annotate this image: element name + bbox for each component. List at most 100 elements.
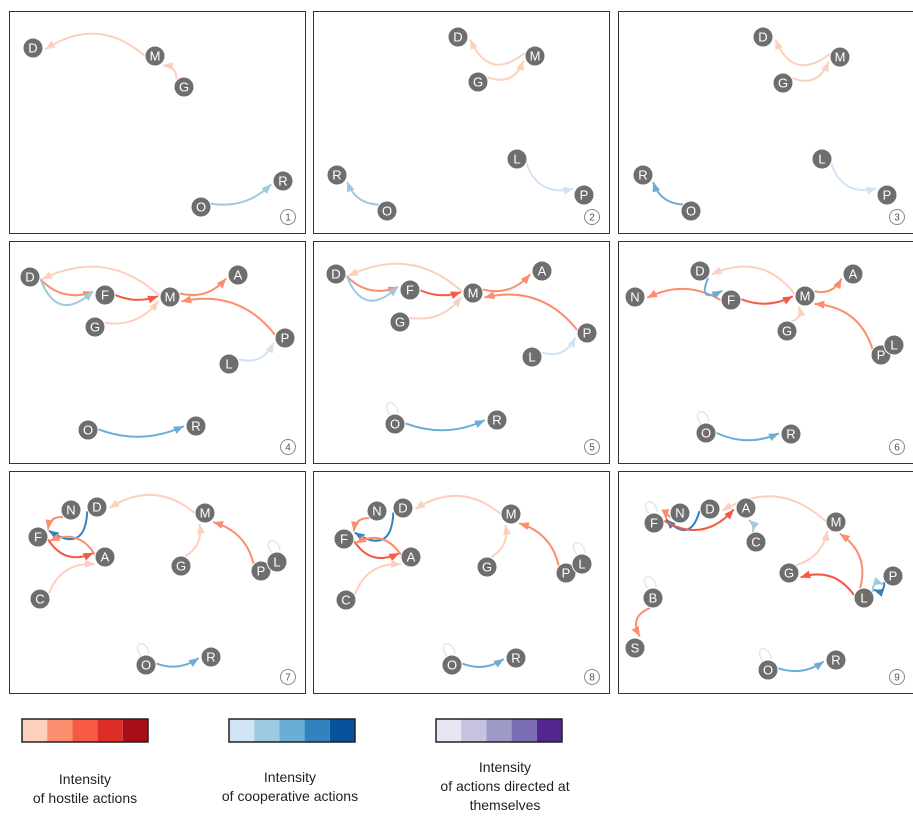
node-label: L: [273, 555, 280, 570]
node-label: G: [482, 560, 492, 575]
node-N: N: [669, 502, 691, 524]
node-label: D: [92, 500, 101, 515]
edge-F-to-M: [420, 289, 461, 300]
node-label: R: [511, 651, 520, 666]
node-M: M: [825, 511, 847, 533]
node-label: R: [831, 653, 840, 668]
node-label: O: [686, 204, 696, 219]
edge-layer: [647, 265, 874, 442]
node-circle: [680, 200, 702, 222]
node-circle: [669, 502, 691, 524]
node-circle: [135, 654, 157, 676]
panel-number-badge: 7: [280, 669, 296, 685]
node-circle: [555, 562, 577, 584]
node-circle: [86, 496, 108, 518]
panel-frame: [618, 11, 913, 234]
panel-2: D M G R O L P2: [313, 11, 610, 234]
node-D: D: [752, 26, 774, 48]
legend-cooperative-line1: Intensity: [263, 769, 317, 785]
node-F: F: [333, 528, 355, 550]
node-circle: [392, 497, 414, 519]
node-circle: [384, 413, 406, 435]
panel-frame: [618, 471, 913, 694]
legend-cooperative-label: Intensity of cooperative actions: [205, 768, 375, 806]
edge-C-to-A: [48, 559, 96, 594]
edge-O-to-R: [461, 658, 505, 668]
panel-number: 1: [285, 213, 291, 224]
edge-D-to-F: [703, 277, 723, 299]
node-circle: [752, 26, 774, 48]
legend-swatch: [254, 719, 280, 742]
node-P: P: [882, 565, 904, 587]
edge-M-to-D: [711, 265, 796, 295]
node-label: L: [860, 591, 867, 606]
node-A: A: [94, 546, 116, 568]
node-label: L: [890, 338, 897, 353]
node-label: D: [28, 41, 37, 56]
node-label: P: [883, 188, 892, 203]
node-label: O: [196, 200, 206, 215]
panel-number-badge: 3: [889, 209, 905, 225]
edge-layer: [345, 262, 578, 432]
node-A: A: [842, 263, 864, 285]
edge-M-to-D: [415, 494, 501, 515]
node-circle: [77, 419, 99, 441]
node-label: O: [382, 204, 392, 219]
node-label: D: [705, 502, 714, 517]
node-O: O: [384, 413, 406, 435]
legend-hostile-line2: of hostile actions: [32, 790, 138, 806]
node-circle: [745, 531, 767, 553]
edge-P-to-M: [213, 521, 255, 565]
node-F: F: [720, 289, 742, 311]
node-D: D: [689, 260, 711, 282]
legend-self-line2: of actions directed at: [440, 778, 570, 794]
badge-circle: [584, 209, 600, 225]
node-label: L: [528, 350, 535, 365]
edge-G-to-M: [795, 530, 830, 566]
node-circle: [227, 264, 249, 286]
edge-O-to-R: [346, 181, 380, 206]
node-C: C: [745, 531, 767, 553]
node-circle: [94, 546, 116, 568]
legend-self-label: Intensity of actions directed at themsel…: [410, 758, 600, 815]
node-circle: [194, 502, 216, 524]
node-label: D: [331, 267, 340, 282]
node-layer: D M G O R: [22, 37, 294, 218]
node-layer: N D F A C M G PL O R: [333, 497, 593, 676]
node-O: O: [77, 419, 99, 441]
node-label: M: [800, 289, 811, 304]
node-O: O: [680, 200, 702, 222]
node-label: F: [727, 293, 735, 308]
node-O: O: [695, 422, 717, 444]
node-C: C: [29, 588, 51, 610]
panel-number: 9: [894, 673, 900, 684]
node-circle: [776, 320, 798, 342]
node-circle: [185, 415, 207, 437]
self-loop-O: [758, 647, 772, 662]
edge-L-to-P: [830, 163, 877, 195]
node-label: M: [831, 515, 842, 530]
node-F: F: [94, 284, 116, 306]
node-label: F: [34, 530, 42, 545]
node-circle: [190, 196, 212, 218]
node-circle: [524, 45, 546, 67]
edge-O-to-R: [405, 419, 485, 432]
edge-N-to-F: [351, 517, 370, 532]
node-circle: [144, 45, 166, 67]
node-F: F: [27, 526, 49, 548]
node-circle: [624, 637, 646, 659]
node-O: O: [441, 654, 463, 676]
node-layer: D M G R O L P: [326, 26, 595, 222]
node-label: A: [234, 268, 243, 283]
node-label: G: [473, 75, 483, 90]
edge-G-to-M: [791, 306, 806, 323]
node-label: P: [583, 326, 592, 341]
node-A: A: [735, 497, 757, 519]
node-circle: [94, 284, 116, 306]
node-label: R: [638, 168, 647, 183]
edge-layer: [39, 265, 276, 438]
node-R: R: [505, 647, 527, 669]
node-circle: [60, 499, 82, 521]
edge-M-to-D: [45, 32, 145, 57]
node-M: M: [159, 286, 181, 308]
